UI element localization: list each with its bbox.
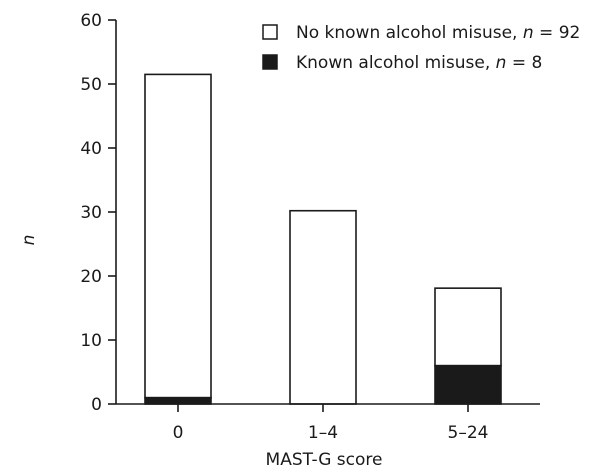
legend-n-value-misuse: 8 [531,53,542,73]
bar-no-misuse-1 [289,209,357,405]
legend-swatch-no-misuse [262,24,278,40]
y-tick-label-50: 50 [80,75,102,95]
y-tick-label-60: 60 [80,11,102,31]
y-tick-label-40: 40 [80,139,102,159]
y-tick-label-0: 0 [91,395,102,415]
x-tick-label-1: 1–4 [308,423,338,443]
x-tick-label-0: 0 [173,423,184,443]
legend-series-name-no-misuse: No known alcohol misuse [296,23,512,43]
legend-n-value-no-misuse: 92 [559,23,581,43]
legend-label-misuse: Known alcohol misuse, n = 8 [296,53,542,73]
bar-no-misuse-0 [144,73,212,399]
bar-misuse-0 [144,396,212,405]
legend-series-name-misuse: Known alcohol misuse [296,53,485,73]
y-tick-label-10: 10 [80,331,102,351]
y-tick-label-20: 20 [80,267,102,287]
y-axis-title: n [19,235,39,246]
bar-no-misuse-2 [434,287,502,367]
x-tick-label-2: 5–24 [448,423,489,443]
bar-misuse-2 [434,364,502,405]
legend-n-symbol-no-misuse: n [523,23,534,43]
legend-n-symbol-misuse: n [496,53,507,73]
y-tick-label-30: 30 [80,203,102,223]
legend: No known alcohol misuse, n = 92 Known al… [262,23,580,73]
legend-swatch-misuse [262,54,278,70]
plot-area: 0 10 20 30 40 50 60 0 1–4 5–24 [80,11,540,443]
x-axis-title: MAST-G score [266,450,383,470]
legend-label-no-misuse: No known alcohol misuse, n = 92 [296,23,580,43]
